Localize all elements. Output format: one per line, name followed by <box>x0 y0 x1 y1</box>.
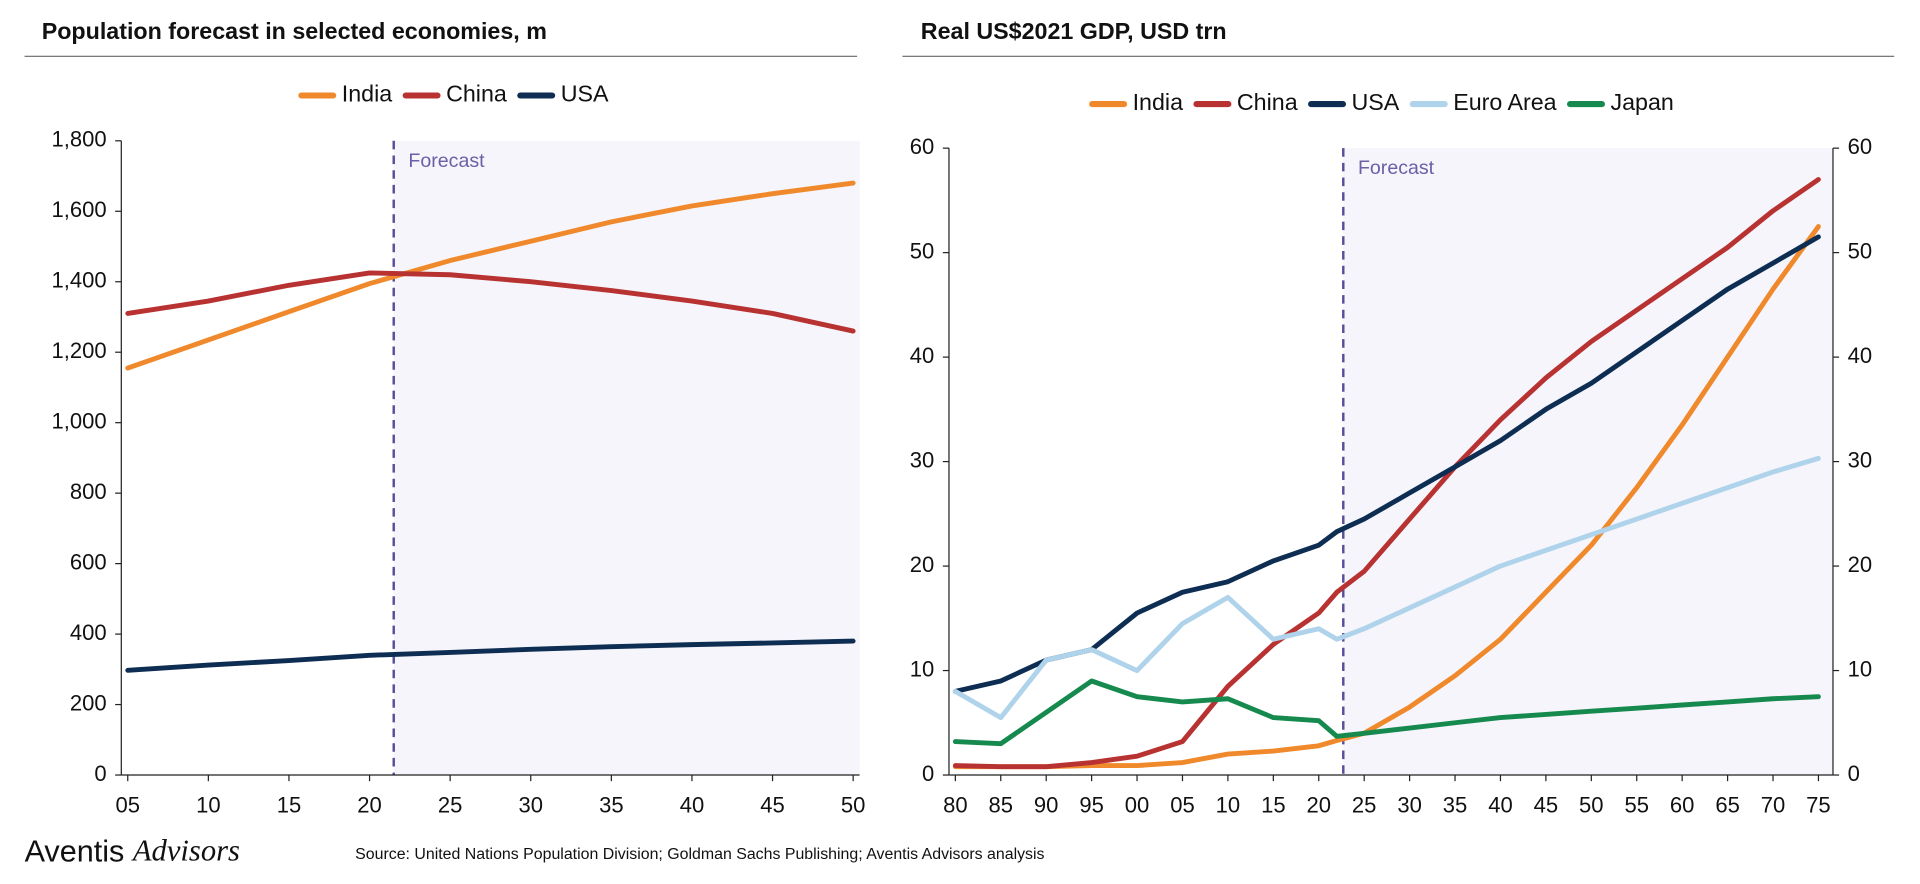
logo-word: Aventis <box>25 834 125 868</box>
legend-label: India <box>1133 89 1183 115</box>
legend-label: China <box>1237 89 1298 115</box>
series-line <box>125 270 856 334</box>
legend-label: India <box>342 81 392 107</box>
x-tick-label: 15 <box>1261 793 1286 818</box>
x-tick-label: 45 <box>1534 793 1559 818</box>
y-tick-label: 1,800 <box>52 127 107 152</box>
annotation: Forecast <box>408 150 485 172</box>
y-tick-label: 20 <box>910 552 935 577</box>
series-line <box>952 234 1821 694</box>
x-tick-label: 50 <box>1579 793 1604 818</box>
x-tick-label: 35 <box>599 793 624 818</box>
legend-label: USA <box>561 81 609 107</box>
y2-tick-label: 10 <box>1848 656 1873 681</box>
y2-tick-label: 30 <box>1848 447 1873 472</box>
x-tick-label: 85 <box>989 793 1014 818</box>
x-tick-label: 80 <box>943 793 968 818</box>
x-tick-label: 45 <box>760 793 785 818</box>
x-tick-label: 25 <box>1352 793 1377 818</box>
x-tick-label: 25 <box>438 793 463 818</box>
y2-tick-label: 40 <box>1848 343 1873 368</box>
legend-label: Euro Area <box>1453 89 1556 115</box>
x-tick-label: 35 <box>1443 793 1468 818</box>
x-tick-label: 00 <box>1125 793 1150 818</box>
x-tick-label: 65 <box>1715 793 1739 818</box>
y-tick-label: 1,200 <box>52 338 107 363</box>
forecast-region <box>393 140 860 776</box>
source-note: Source: United Nations Population Divisi… <box>355 846 1044 863</box>
y-tick-label: 800 <box>70 479 107 504</box>
y-tick-label: 30 <box>910 447 935 472</box>
chart-title: Population forecast in selected economie… <box>42 18 547 44</box>
x-tick-label: 40 <box>680 793 705 818</box>
series-line <box>952 678 1821 747</box>
y-tick-label: 1,000 <box>52 408 107 433</box>
y-tick-label: 1,400 <box>52 268 107 293</box>
x-tick-label: 10 <box>1216 793 1241 818</box>
y-tick-label: 600 <box>70 549 107 574</box>
x-tick-label: 95 <box>1079 793 1104 818</box>
logo-word: Advisors <box>131 833 240 867</box>
x-tick-label: 05 <box>115 793 140 818</box>
y-tick-label: 0 <box>94 761 106 786</box>
logo: Aventis Advisors <box>25 833 240 868</box>
x-tick-label: 50 <box>841 793 866 818</box>
x-tick-label: 70 <box>1761 793 1786 818</box>
x-tick-label: 55 <box>1624 793 1649 818</box>
x-tick-label: 15 <box>277 793 302 818</box>
x-tick-label: 40 <box>1488 793 1513 818</box>
y2-tick-label: 60 <box>1848 134 1873 159</box>
x-tick-label: 30 <box>1397 793 1422 818</box>
series-line <box>952 177 1821 770</box>
series-line <box>125 638 856 673</box>
y-tick-label: 40 <box>910 343 935 368</box>
legend-label: Japan <box>1610 89 1673 115</box>
y2-tick-label: 50 <box>1848 238 1873 263</box>
x-tick-label: 30 <box>519 793 544 818</box>
y-tick-label: 200 <box>70 690 107 715</box>
x-tick-label: 20 <box>357 793 382 818</box>
y-tick-label: 60 <box>910 134 935 159</box>
y2-tick-label: 20 <box>1848 552 1873 577</box>
x-tick-label: 60 <box>1670 793 1695 818</box>
legend-label: China <box>446 81 507 107</box>
x-tick-label: 05 <box>1170 793 1195 818</box>
legend-label: USA <box>1352 89 1400 115</box>
x-tick-label: 75 <box>1806 793 1830 818</box>
series-line <box>125 180 856 371</box>
y-tick-label: 1,600 <box>52 197 107 222</box>
x-tick-label: 20 <box>1307 793 1332 818</box>
forecast-region <box>1343 148 1833 776</box>
y-tick-label: 10 <box>910 656 935 681</box>
x-tick-label: 10 <box>196 793 220 818</box>
x-tick-label: 90 <box>1034 793 1059 818</box>
y-tick-label: 400 <box>70 620 107 645</box>
series-line <box>952 455 1821 721</box>
chart-title: Real US$2021 GDP, USD trn <box>921 18 1227 44</box>
y-tick-label: 50 <box>910 238 935 263</box>
y2-tick-label: 0 <box>1848 761 1860 786</box>
y-tick-label: 0 <box>922 761 934 786</box>
annotation: Forecast <box>1358 157 1435 179</box>
